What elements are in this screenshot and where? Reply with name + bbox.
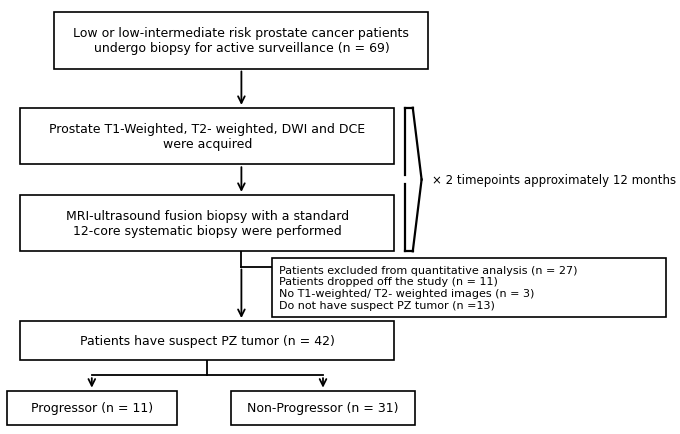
Text: Low or low-intermediate risk prostate cancer patients
undergo biopsy for active : Low or low-intermediate risk prostate ca… [73,27,409,55]
FancyBboxPatch shape [20,195,394,252]
FancyBboxPatch shape [7,391,177,425]
Text: × 2 timepoints approximately 12 months apart: × 2 timepoints approximately 12 months a… [432,174,680,187]
Text: Patients have suspect PZ tumor (n = 42): Patients have suspect PZ tumor (n = 42) [80,334,335,347]
Text: MRI-ultrasound fusion biopsy with a standard
12-core systematic biopsy were perf: MRI-ultrasound fusion biopsy with a stan… [66,210,349,237]
Text: Non-Progressor (n = 31): Non-Progressor (n = 31) [248,401,398,414]
FancyBboxPatch shape [54,13,428,69]
FancyBboxPatch shape [272,258,666,317]
FancyBboxPatch shape [231,391,415,425]
FancyBboxPatch shape [20,321,394,360]
Text: Prostate T1-Weighted, T2- weighted, DWI and DCE
were acquired: Prostate T1-Weighted, T2- weighted, DWI … [50,123,365,151]
Text: Progressor (n = 11): Progressor (n = 11) [31,401,153,414]
FancyBboxPatch shape [20,108,394,165]
Text: Patients excluded from quantitative analysis (n = 27)
Patients dropped off the s: Patients excluded from quantitative anal… [279,265,577,310]
